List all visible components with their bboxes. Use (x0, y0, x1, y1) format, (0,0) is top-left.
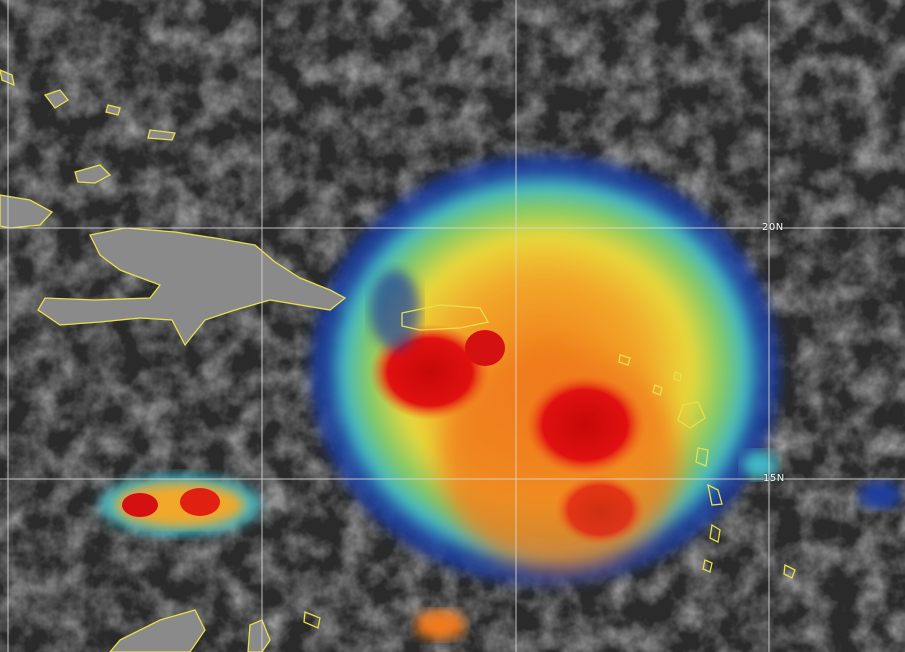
storm-cloud-mass (310, 155, 780, 585)
coastlines (0, 69, 796, 652)
jamaica-tip (74, 164, 112, 184)
cuba-tip (0, 194, 54, 229)
turks-caicos (43, 89, 69, 109)
latitude-label-20n: 20N (762, 222, 784, 233)
latitude-label-15n: 15N (763, 473, 785, 484)
south-american-coast (109, 609, 206, 652)
secondary-cloud-cluster (100, 451, 902, 640)
curacao (247, 619, 271, 652)
puerto-rico (401, 304, 490, 331)
